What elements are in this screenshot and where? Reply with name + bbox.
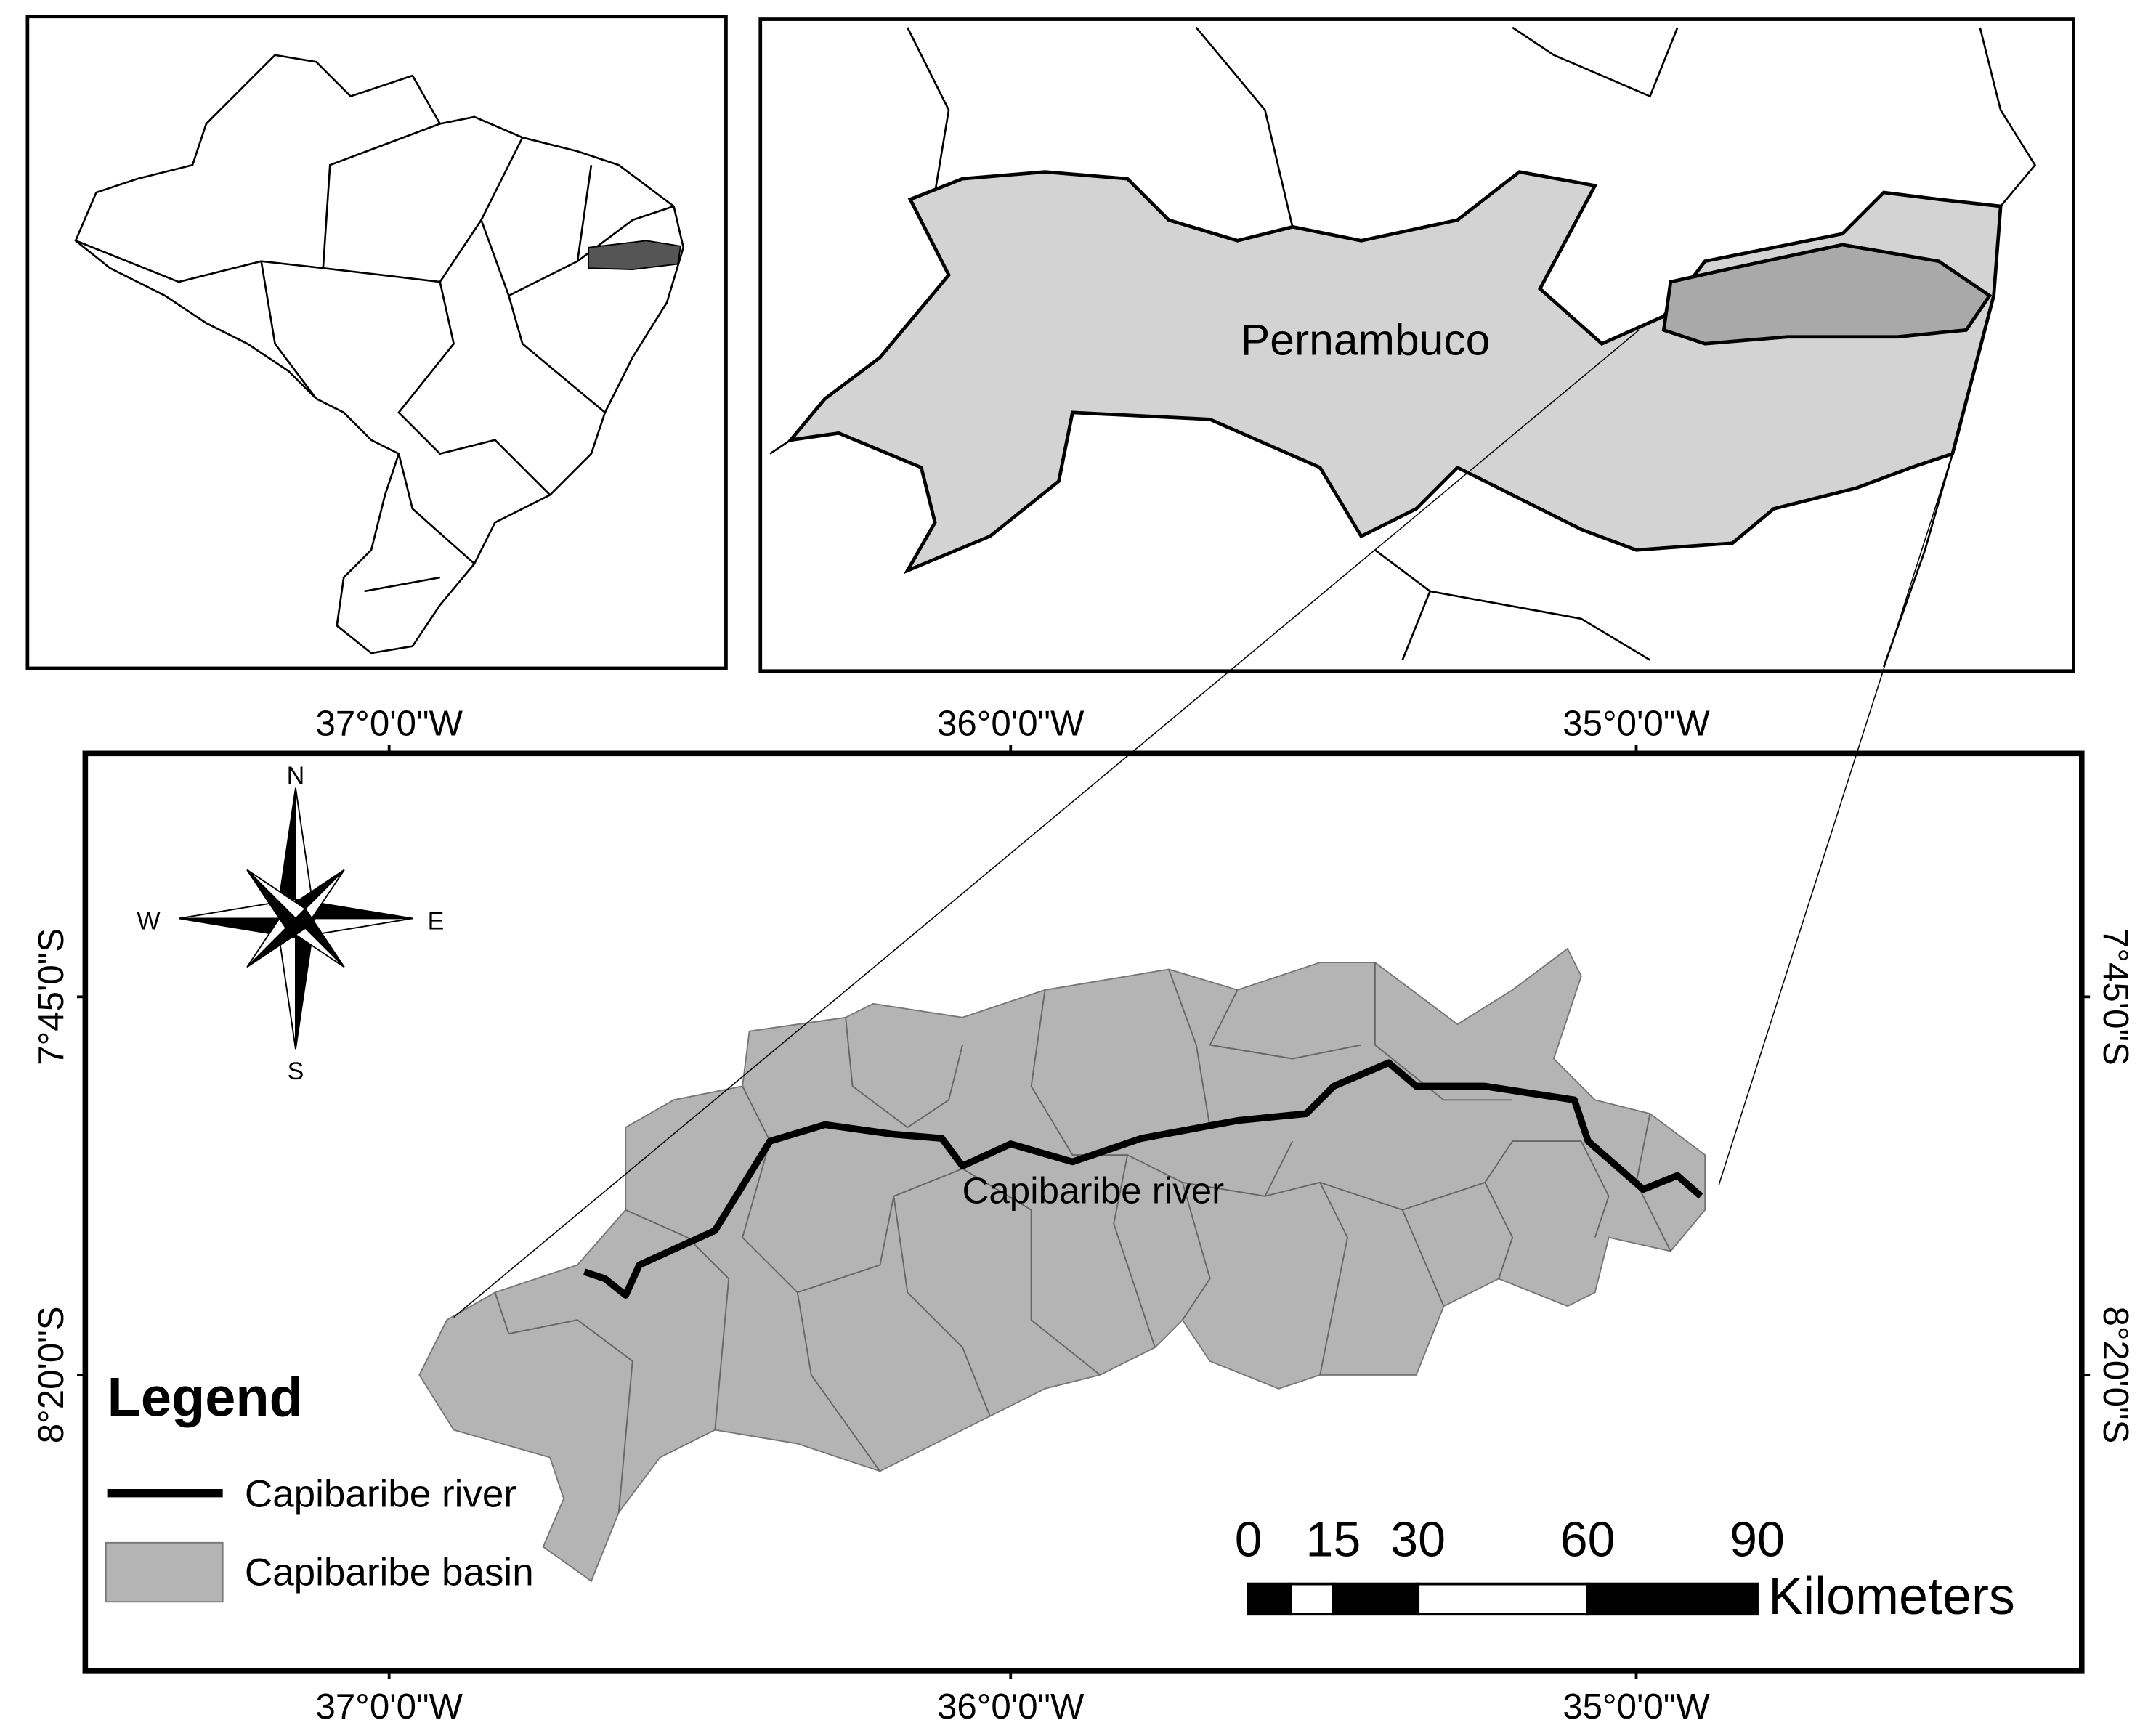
neighbour-border (1512, 26, 1679, 98)
legend-basin-symbol (105, 1541, 224, 1603)
longitude-label: 37°0'0"W (315, 704, 463, 744)
state-border (397, 281, 551, 496)
brazil-inset (25, 15, 728, 670)
state-border (75, 123, 441, 283)
connector-line (453, 329, 1640, 1318)
capibaribe-river (583, 1059, 1703, 1299)
basin-in-state (1661, 243, 1993, 346)
scale-segment (1332, 1582, 1420, 1616)
state-inset: Pernambuco (758, 17, 2075, 673)
latitude-label: 8°20'0"S (2096, 1306, 2136, 1443)
scale-label: 60 (1560, 1512, 1616, 1567)
latitude-label: 8°20'0"S (31, 1306, 71, 1443)
compass-rose (178, 787, 413, 1050)
compass-w: W (137, 908, 161, 936)
longitude-label: 35°0'0"W (1563, 1687, 1710, 1727)
scale-label: 90 (1730, 1512, 1785, 1567)
brazil-outline (74, 54, 685, 654)
compass-s: S (288, 1058, 304, 1085)
latitude-label: 7°45'0"S (2096, 928, 2136, 1066)
state-label: Pernambuco (1241, 315, 1490, 364)
neighbour-border (1430, 590, 1651, 661)
neighbour-border (1882, 453, 1954, 668)
longitude-label: 36°0'0"W (937, 704, 1085, 744)
state-border (323, 137, 524, 283)
capibaribe-basin (418, 947, 1706, 1583)
scale-segment (1289, 1582, 1335, 1616)
longitude-label: 36°0'0"W (937, 1687, 1085, 1727)
rose-point (246, 869, 307, 920)
legend-label: Capibaribe basin (245, 1552, 534, 1594)
legend-title: Legend (108, 1367, 303, 1429)
longitude-label: 35°0'0"W (1563, 704, 1710, 744)
state-border (364, 576, 440, 593)
state-border (480, 164, 593, 297)
scale-label: 0 (1235, 1512, 1263, 1567)
state-border (508, 295, 606, 413)
scale-segment (1586, 1582, 1759, 1616)
scale-segment (1247, 1582, 1292, 1616)
scale-label: 30 (1390, 1512, 1446, 1567)
latitude-label: 7°45'0"S (31, 928, 71, 1066)
scale-label: 15 (1306, 1512, 1361, 1567)
inset-frame (25, 15, 728, 670)
pernambuco-state (786, 170, 2003, 575)
scale-unit: Kilometers (1768, 1567, 2015, 1626)
state-border (260, 261, 317, 399)
neighbour-border (1195, 27, 1294, 227)
river-label: Capibaribe river (962, 1169, 1224, 1211)
state-border (397, 453, 475, 565)
graticule-labels: 37°0'0"W 37°0'0"W 36°0'0"W 36°0'0"W 35°0'0"W… (31, 704, 2136, 1727)
legend-label: Capibaribe river (245, 1473, 516, 1516)
longitude-label: 37°0'0"W (315, 1687, 463, 1727)
compass-n: N (287, 762, 305, 790)
neighbour-border (769, 439, 792, 455)
neighbour-border (907, 27, 950, 193)
neighbour-border (1979, 27, 2037, 207)
main-map: Capibaribe river N S E W Legend Capibari… (82, 329, 2085, 1674)
scale-segment (1417, 1582, 1589, 1616)
compass-e: E (428, 908, 445, 936)
pernambuco-highlight (588, 240, 682, 270)
connector-line (1718, 453, 1953, 1185)
